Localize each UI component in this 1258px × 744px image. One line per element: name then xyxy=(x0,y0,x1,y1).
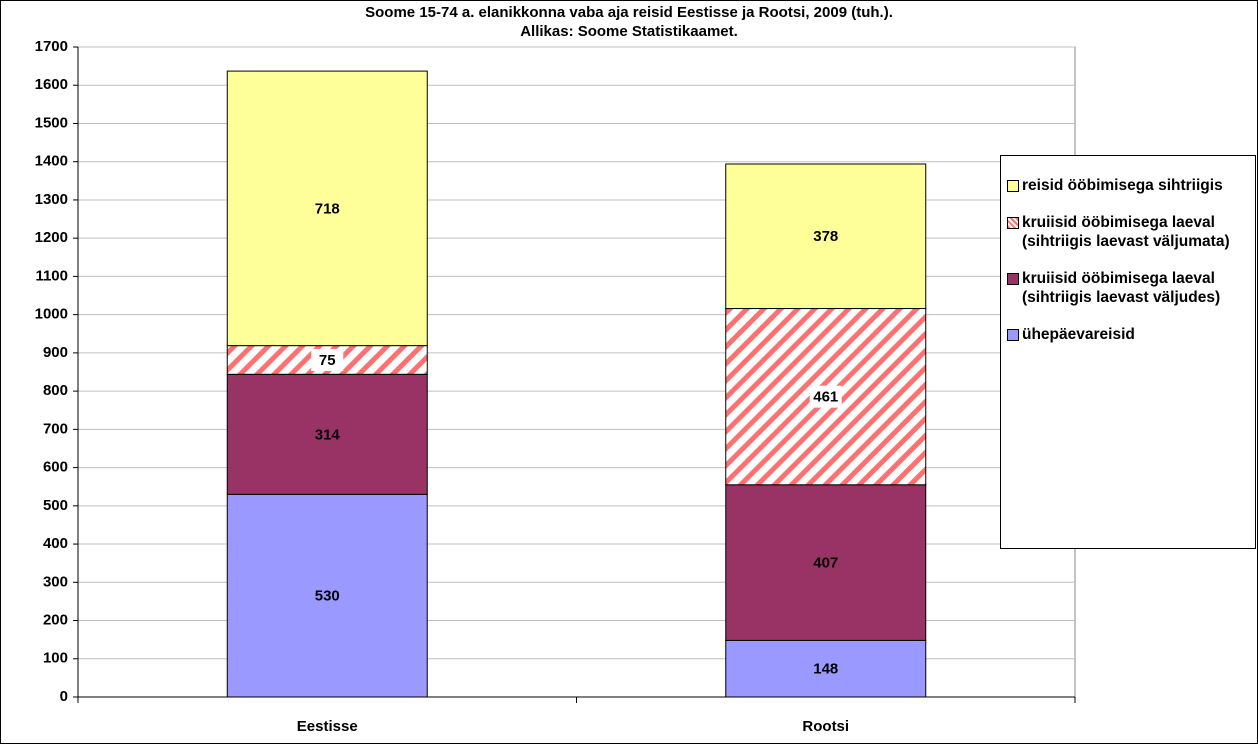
legend-label: kruiisid ööbimisega laeval (sihtriigis l… xyxy=(1022,270,1221,306)
x-tick-label: Eestisse xyxy=(297,718,358,735)
y-tick-label: 1700 xyxy=(35,38,68,55)
y-tick-label: 1400 xyxy=(35,153,68,170)
legend-swatch xyxy=(1007,180,1019,192)
y-tick-label: 500 xyxy=(43,497,68,514)
data-label: 378 xyxy=(813,228,838,245)
y-tick-label: 400 xyxy=(43,535,68,552)
data-label: 148 xyxy=(813,661,838,678)
y-tick-label: 600 xyxy=(43,459,68,476)
y-tick-label: 300 xyxy=(43,573,68,590)
legend-item: kruiisid ööbimisega laeval (sihtriigis l… xyxy=(1007,213,1251,251)
legend-item: ühepäevareisid xyxy=(1007,325,1251,344)
legend-item: reisid ööbimisega sihtriigis xyxy=(1007,176,1251,195)
bar-segment xyxy=(725,484,927,641)
x-tick-label: Rootsi xyxy=(802,718,849,735)
data-label: 75 xyxy=(319,352,336,369)
data-label: 461 xyxy=(813,389,838,406)
y-tick-label: 0 xyxy=(60,688,68,705)
data-label: 314 xyxy=(315,426,341,443)
bar-segment xyxy=(725,639,927,698)
y-tick-label: 1600 xyxy=(35,76,68,93)
legend: reisid ööbimisega sihtriigis kruiisid ööb… xyxy=(1000,155,1256,549)
y-tick-label: 1000 xyxy=(35,306,68,323)
y-tick-label: 1300 xyxy=(35,191,68,208)
y-tick-label: 1100 xyxy=(35,267,68,284)
y-tick-label: 100 xyxy=(43,650,68,667)
legend-label: reisid ööbimisega sihtriigis xyxy=(1022,177,1223,194)
bar-segment xyxy=(725,163,927,310)
data-label-bg xyxy=(809,385,842,408)
chart-title: Soome 15-74 a. elanikkonna vaba aja reis… xyxy=(365,4,893,21)
legend-swatch xyxy=(1007,217,1019,229)
y-tick-label: 200 xyxy=(43,611,68,628)
legend-item: kruiisid ööbimisega laeval (sihtriigis l… xyxy=(1007,269,1251,307)
y-tick-label: 900 xyxy=(43,344,68,361)
y-tick-label: 700 xyxy=(43,420,68,437)
bar-segment xyxy=(226,373,428,495)
y-tick-label: 800 xyxy=(43,382,68,399)
bar-segment xyxy=(226,493,428,698)
legend-label: ühepäevareisid xyxy=(1022,326,1135,343)
legend-swatch xyxy=(1007,329,1019,341)
data-label-bg xyxy=(311,348,344,371)
data-label: 530 xyxy=(315,588,340,605)
y-tick-label: 1500 xyxy=(35,114,68,131)
chart-subtitle: Allikas: Soome Statistikaamet. xyxy=(520,23,738,40)
data-label: 718 xyxy=(315,200,340,217)
data-label: 407 xyxy=(813,555,838,572)
bar-segment xyxy=(226,70,428,347)
legend-swatch xyxy=(1007,273,1019,285)
y-tick-label: 1200 xyxy=(35,229,68,246)
legend-label: kruiisid ööbimisega laeval (sihtriigis l… xyxy=(1022,214,1230,250)
